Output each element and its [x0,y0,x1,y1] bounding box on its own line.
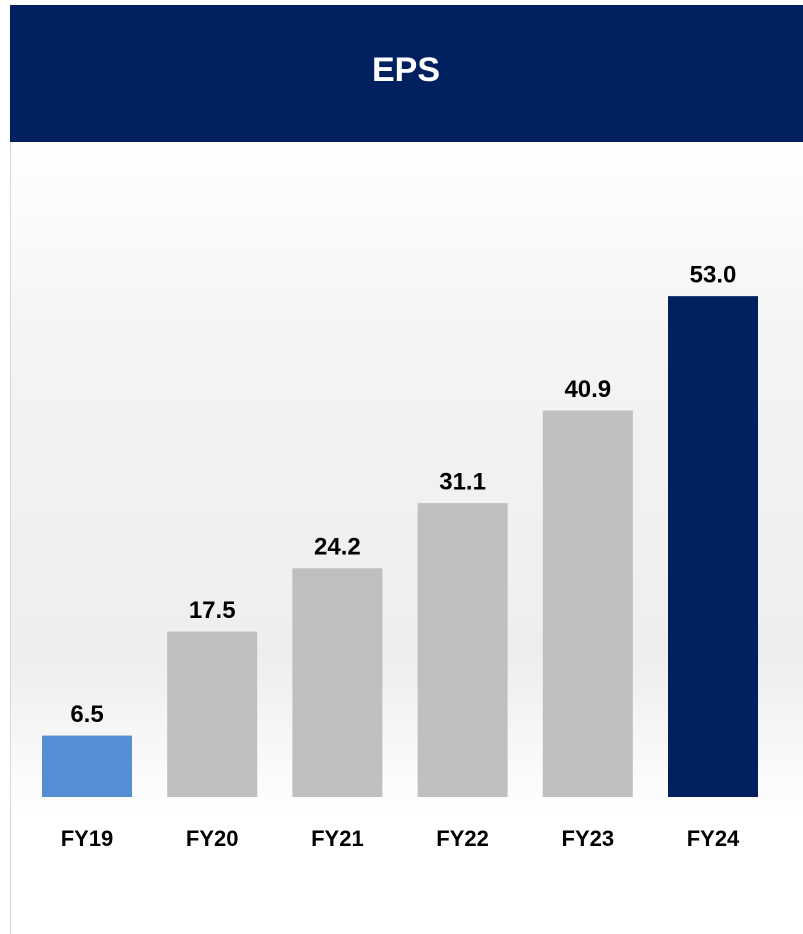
bar [542,410,633,797]
x-tick-label: FY24 [687,826,740,851]
bar [42,735,132,797]
header-band [10,5,803,142]
x-tick-label: FY20 [186,826,239,851]
bar [292,568,383,797]
value-label: 17.5 [189,597,236,624]
chart-title: EPS [372,51,440,89]
value-label: 40.9 [564,376,611,403]
bar [167,631,258,797]
x-tick-label: FY19 [61,826,114,851]
value-label: 31.1 [439,468,486,495]
x-tick-label: FY21 [311,826,364,851]
value-label: 6.5 [70,701,103,728]
bar [668,296,758,797]
value-label: 53.0 [690,261,737,288]
x-tick-label: FY22 [436,826,489,851]
bar [417,503,508,797]
value-label: 24.2 [314,534,361,561]
x-tick-label: FY23 [562,826,615,851]
